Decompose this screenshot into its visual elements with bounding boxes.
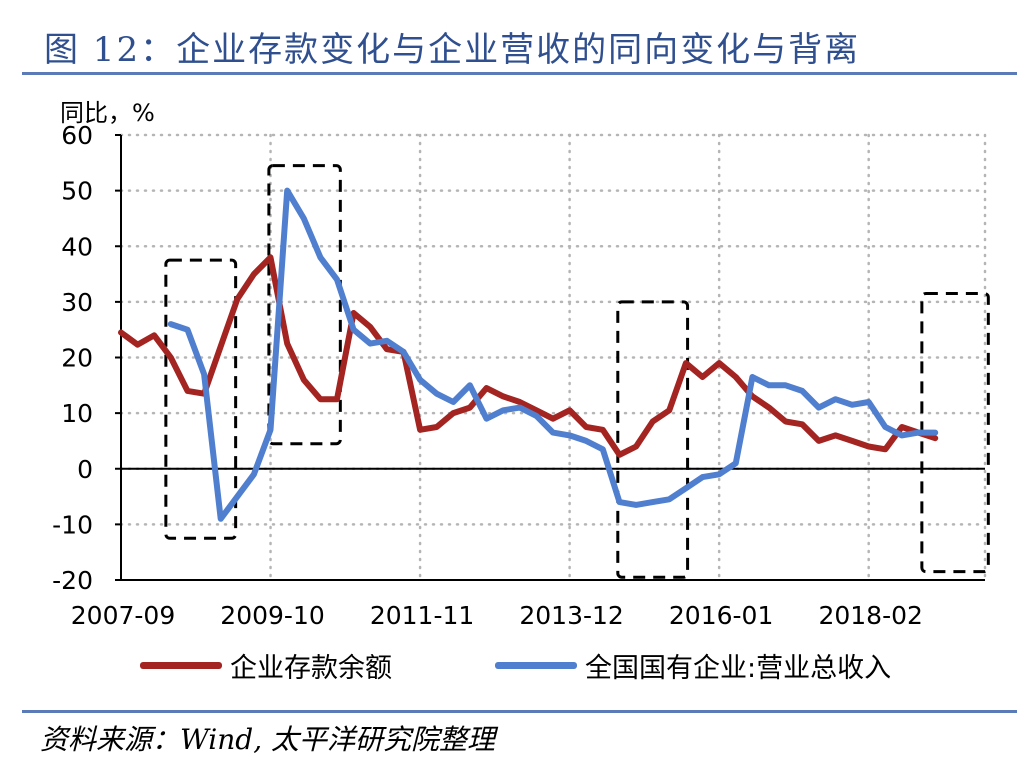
highlight-box <box>267 164 342 446</box>
y-tick-label: 40 <box>61 232 93 261</box>
legend-label-deposits: 企业存款余额 <box>230 652 392 684</box>
legend-label-revenue: 全国国有企业:营业总收入 <box>585 652 892 684</box>
x-tick-label: 2018-02 <box>818 601 922 630</box>
y-tick-label: 60 <box>61 121 93 150</box>
x-tick-label: 2011-11 <box>370 601 474 630</box>
legend-item-revenue: 全国国有企业:营业总收入 <box>495 645 891 685</box>
highlight-box <box>616 300 690 579</box>
legend: 企业存款余额 全国国有企业:营业总收入 <box>140 645 980 685</box>
footer-rule <box>22 710 1017 713</box>
y-tick-label: -20 <box>52 566 93 595</box>
legend-item-deposits: 企业存款余额 <box>140 645 392 685</box>
x-tick-label: 2009-10 <box>220 601 324 630</box>
y-tick-label: 0 <box>77 455 93 484</box>
y-tick-label: 10 <box>61 399 93 428</box>
y-tick-label: 50 <box>61 177 93 206</box>
series-line-revenue <box>167 187 939 522</box>
x-tick-label: 2013-12 <box>519 601 623 630</box>
series-line-deposits <box>118 254 939 458</box>
legend-swatch-deposits <box>140 661 222 669</box>
y-tick-label: -10 <box>52 510 93 539</box>
y-tick-label: 30 <box>61 288 93 317</box>
y-tick-label: 20 <box>61 344 93 373</box>
figure-title: 图 12：企业存款变化与企业营收的同向变化与背离 <box>44 30 861 70</box>
y-axis-label: 同比，% <box>60 99 155 127</box>
source-note: 资料来源：Wind, 太平洋研究院整理 <box>40 723 496 756</box>
x-tick-label: 2016-01 <box>669 601 773 630</box>
title-rule <box>22 72 1017 75</box>
legend-swatch-revenue <box>495 661 577 669</box>
x-tick-label: 2007-09 <box>71 601 175 630</box>
highlight-box <box>164 258 238 540</box>
